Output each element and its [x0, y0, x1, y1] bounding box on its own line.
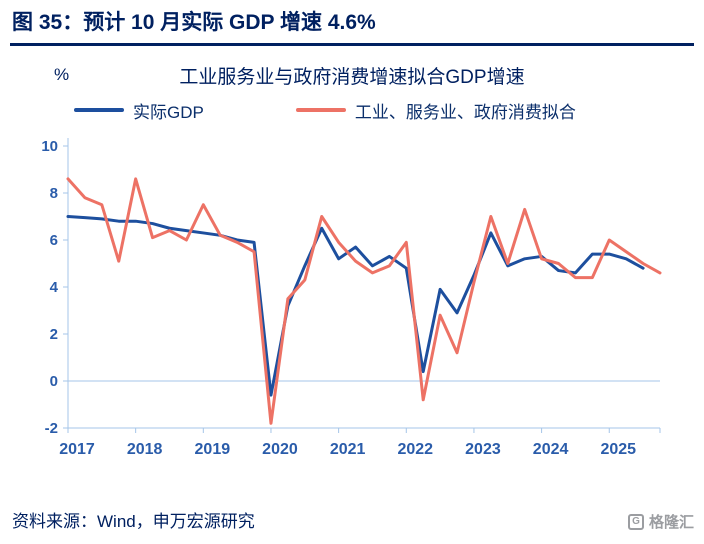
- legend-item-fitted: 工业、服务业、政府消费拟合: [295, 98, 576, 123]
- figure-title-bar: 图 35：预计 10 月实际 GDP 增速 4.6%: [10, 0, 694, 46]
- svg-text:2020: 2020: [262, 441, 298, 458]
- svg-text:2018: 2018: [127, 441, 163, 458]
- svg-text:8: 8: [50, 185, 58, 202]
- gdp-chart-svg: -2 0 2 4 6 8 10 2017 2018 2019 2020 2021 2022 2023 202…: [41, 138, 662, 458]
- chart-subtitle-row: % 工业服务业与政府消费增速拟合GDP增速: [0, 62, 704, 88]
- legend-label-actual-gdp: 实际GDP: [133, 102, 204, 122]
- gelonghui-logo: G 格隆汇: [627, 511, 694, 532]
- svg-text:0: 0: [50, 373, 58, 390]
- y-axis-unit-label: %: [54, 65, 70, 84]
- footer: 资料来源：Wind，申万宏源研究 G 格隆汇: [12, 507, 694, 532]
- svg-text:2021: 2021: [330, 441, 366, 458]
- svg-text:2019: 2019: [195, 441, 231, 458]
- legend-label-fitted: 工业、服务业、政府消费拟合: [354, 102, 576, 122]
- legend-item-actual-gdp: 实际GDP: [74, 98, 204, 123]
- page-title: 图 35：预计 10 月实际 GDP 增速 4.6%: [12, 11, 376, 34]
- gelonghui-logo-icon: G: [627, 513, 644, 530]
- chart-subtitle: 工业服务业与政府消费增速拟合GDP增速: [179, 67, 525, 88]
- svg-text:-2: -2: [45, 420, 58, 437]
- legend-swatch: [295, 108, 346, 112]
- legend-swatch: [74, 108, 124, 112]
- svg-text:2022: 2022: [397, 441, 433, 458]
- chart-legend: 实际GDP 工业、服务业、政府消费拟合: [0, 98, 704, 122]
- svg-text:2017: 2017: [59, 441, 95, 458]
- svg-text:10: 10: [41, 138, 58, 155]
- svg-text:4: 4: [50, 279, 59, 296]
- gelonghui-logo-text: 格隆汇: [648, 514, 694, 531]
- svg-text:2: 2: [50, 326, 58, 343]
- svg-text:2023: 2023: [465, 441, 501, 458]
- svg-text:2024: 2024: [533, 441, 569, 458]
- svg-text:2025: 2025: [600, 441, 636, 458]
- svg-text:6: 6: [50, 232, 58, 249]
- source-text: 资料来源：Wind，申万宏源研究: [12, 512, 255, 531]
